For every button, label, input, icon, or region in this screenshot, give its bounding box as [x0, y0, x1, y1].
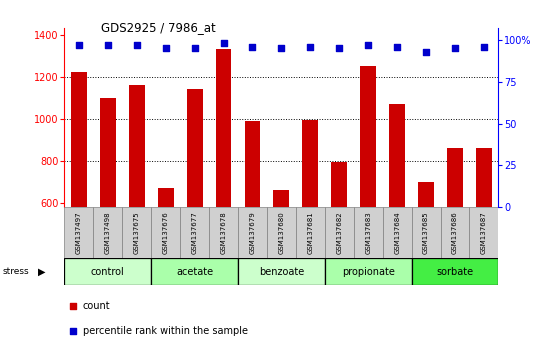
Bar [245, 121, 260, 329]
Text: GSM137679: GSM137679 [249, 211, 255, 254]
Text: GSM137681: GSM137681 [307, 211, 314, 254]
Point [422, 49, 431, 55]
Bar [238, 258, 325, 285]
Bar [325, 207, 354, 258]
Bar [71, 73, 87, 329]
Point [364, 42, 373, 48]
Bar [100, 98, 116, 329]
Bar [332, 162, 347, 329]
Text: GSM137498: GSM137498 [105, 211, 111, 254]
Text: GSM137686: GSM137686 [452, 211, 458, 254]
Bar [354, 207, 382, 258]
Bar [129, 85, 144, 329]
Point [277, 46, 286, 51]
Point [335, 46, 344, 51]
Text: GSM137680: GSM137680 [278, 211, 284, 254]
Text: GSM137676: GSM137676 [162, 211, 169, 254]
Text: control: control [91, 267, 125, 277]
Text: GSM137687: GSM137687 [481, 211, 487, 254]
Bar [64, 207, 94, 258]
Text: benzoate: benzoate [259, 267, 304, 277]
Text: GDS2925 / 7986_at: GDS2925 / 7986_at [101, 21, 216, 34]
Point [219, 40, 228, 46]
Bar [447, 148, 463, 329]
Bar [382, 207, 412, 258]
Bar [412, 207, 441, 258]
Bar [441, 207, 469, 258]
Point [190, 46, 199, 51]
Bar [273, 190, 290, 329]
Text: propionate: propionate [342, 267, 395, 277]
Bar [209, 207, 238, 258]
Bar [325, 258, 412, 285]
Bar [64, 258, 151, 285]
Bar [151, 207, 180, 258]
Bar [296, 207, 325, 258]
Text: GSM137675: GSM137675 [134, 211, 140, 254]
Point [479, 44, 488, 50]
Text: percentile rank within the sample: percentile rank within the sample [83, 326, 248, 336]
Point [132, 42, 141, 48]
Bar [412, 258, 498, 285]
Bar [469, 207, 498, 258]
Text: GSM137683: GSM137683 [365, 211, 371, 254]
Text: GSM137684: GSM137684 [394, 211, 400, 254]
Bar [302, 120, 318, 329]
Text: stress: stress [3, 267, 30, 276]
Bar [216, 49, 231, 329]
Bar [122, 207, 151, 258]
Text: acetate: acetate [176, 267, 213, 277]
Bar [186, 89, 203, 329]
Bar [151, 258, 238, 285]
Point [450, 46, 459, 51]
Point [248, 44, 257, 50]
Text: sorbate: sorbate [436, 267, 474, 277]
Point [74, 42, 83, 48]
Point [103, 42, 112, 48]
Bar [360, 66, 376, 329]
Text: GSM137685: GSM137685 [423, 211, 429, 254]
Text: GSM137677: GSM137677 [192, 211, 198, 254]
Bar [94, 207, 122, 258]
Bar [418, 182, 434, 329]
Bar [238, 207, 267, 258]
Bar [267, 207, 296, 258]
Text: ▶: ▶ [38, 267, 45, 277]
Bar [389, 104, 405, 329]
Point [393, 44, 402, 50]
Text: GSM137678: GSM137678 [221, 211, 227, 254]
Text: GSM137682: GSM137682 [336, 211, 342, 254]
Point [161, 46, 170, 51]
Text: GSM137497: GSM137497 [76, 211, 82, 254]
Bar [180, 207, 209, 258]
Bar [476, 148, 492, 329]
Text: count: count [83, 301, 110, 311]
Point [306, 44, 315, 50]
Bar [158, 188, 174, 329]
